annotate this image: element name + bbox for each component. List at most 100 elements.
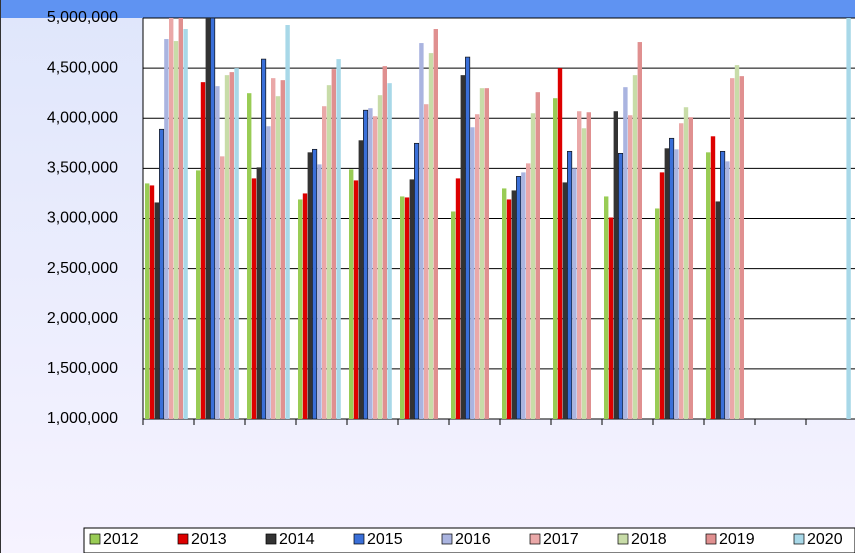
bar xyxy=(251,178,257,419)
bar xyxy=(715,201,720,419)
bar xyxy=(669,137,675,420)
bar xyxy=(353,180,359,419)
bar xyxy=(387,83,392,419)
bar xyxy=(623,87,628,420)
bar xyxy=(196,170,201,419)
bar xyxy=(455,178,461,419)
bar xyxy=(382,66,387,420)
bar xyxy=(604,196,609,419)
legend-swatch xyxy=(617,533,629,545)
bar xyxy=(404,197,410,419)
legend-swatch xyxy=(793,533,805,545)
legend-label: 2015 xyxy=(367,531,403,548)
bar xyxy=(280,80,285,419)
legend-box xyxy=(83,527,855,553)
legend-swatch xyxy=(441,533,453,545)
bar xyxy=(720,150,726,420)
bar xyxy=(210,17,216,420)
bar xyxy=(521,172,526,419)
bar xyxy=(632,75,638,419)
legend-label: 2013 xyxy=(191,531,227,548)
bar xyxy=(215,86,220,420)
bar xyxy=(173,41,179,420)
y-tick-label: 1,000,000 xyxy=(47,410,118,427)
legend-swatch xyxy=(353,533,365,545)
bar xyxy=(475,114,480,420)
bar xyxy=(530,113,536,420)
bar xyxy=(572,168,577,419)
bar xyxy=(502,188,507,419)
bar xyxy=(506,199,512,419)
bar xyxy=(154,202,159,419)
y-tick-label: 3,000,000 xyxy=(47,210,118,227)
bar xyxy=(479,88,485,420)
bar xyxy=(145,183,150,419)
bar xyxy=(567,150,573,420)
bar xyxy=(419,43,424,419)
bar xyxy=(516,176,522,420)
legend-label: 2019 xyxy=(719,531,755,548)
bar xyxy=(312,148,318,420)
bar xyxy=(433,29,438,420)
bar xyxy=(553,98,558,419)
bar xyxy=(739,76,744,420)
y-tick-label: 4,500,000 xyxy=(47,59,118,76)
bar xyxy=(336,59,341,419)
bar xyxy=(613,111,618,420)
bar xyxy=(511,190,516,419)
bar xyxy=(302,193,308,419)
bar xyxy=(363,109,369,420)
bar xyxy=(608,217,614,419)
bar xyxy=(358,140,363,419)
bar xyxy=(178,18,183,419)
bar xyxy=(470,127,475,420)
bar xyxy=(275,96,281,419)
legend-label: 2020 xyxy=(807,531,843,548)
bar xyxy=(637,42,642,420)
bar xyxy=(266,126,271,420)
bar xyxy=(846,18,851,419)
bar xyxy=(679,123,684,419)
bar xyxy=(317,164,322,419)
bar xyxy=(710,136,716,420)
bar xyxy=(734,65,740,420)
legend-label: 2017 xyxy=(543,531,579,548)
bar xyxy=(368,108,373,419)
bar xyxy=(183,29,188,420)
y-tick-label: 3,500,000 xyxy=(47,160,118,177)
y-tick-label: 2,000,000 xyxy=(47,310,118,327)
bar xyxy=(373,116,378,420)
bar xyxy=(159,128,165,420)
bar xyxy=(298,199,303,419)
bar xyxy=(307,152,312,419)
bar xyxy=(664,148,669,419)
bar xyxy=(460,75,465,419)
bar xyxy=(349,169,354,419)
bar xyxy=(247,93,252,419)
bar xyxy=(164,39,169,420)
y-tick-label: 1,500,000 xyxy=(47,360,118,377)
bar xyxy=(618,152,624,420)
bar xyxy=(706,152,711,419)
bar xyxy=(424,104,429,419)
bar xyxy=(628,115,633,420)
bar xyxy=(220,156,225,419)
bar xyxy=(659,172,665,419)
bar xyxy=(285,25,290,420)
bar xyxy=(683,107,689,419)
bar xyxy=(535,92,540,419)
bar xyxy=(562,182,567,419)
y-tick-label: 2,500,000 xyxy=(47,260,118,277)
bar xyxy=(409,179,414,419)
bar xyxy=(256,167,261,419)
bar xyxy=(322,106,327,419)
legend-swatch xyxy=(705,533,717,545)
bar xyxy=(326,85,332,419)
legend-label: 2018 xyxy=(631,531,667,548)
bar xyxy=(149,185,155,419)
bar xyxy=(169,18,174,419)
bar xyxy=(234,68,239,419)
legend-swatch xyxy=(529,533,541,545)
bar xyxy=(261,58,267,420)
